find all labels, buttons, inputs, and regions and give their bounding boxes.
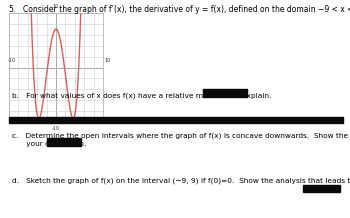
Text: 10: 10 <box>104 58 111 63</box>
Text: c.   Determine the open intervals where the graph of f(x) is concave downwards. : c. Determine the open intervals where th… <box>12 133 350 140</box>
Text: -10: -10 <box>8 58 16 63</box>
Bar <box>47 138 80 146</box>
Text: b.   For what values of x does f(x) have a relative maximum?  Explain.: b. For what values of x does f(x) have a… <box>12 93 272 99</box>
Text: 10: 10 <box>53 4 59 9</box>
Text: 5.: 5. <box>9 5 16 14</box>
Text: your conclusion.: your conclusion. <box>12 141 87 147</box>
Bar <box>303 185 340 192</box>
Bar <box>203 89 247 97</box>
Bar <box>9 117 343 123</box>
Text: Consider the graph of f’(x), the derivative of y = f(x), defined on the domain −: Consider the graph of f’(x), the derivat… <box>23 5 350 14</box>
Text: -10: -10 <box>52 126 60 131</box>
Text: d.   Sketch the graph of f(x) on the interval (−9, 9) if f(0)=0.  Show the analy: d. Sketch the graph of f(x) on the inter… <box>12 178 350 184</box>
